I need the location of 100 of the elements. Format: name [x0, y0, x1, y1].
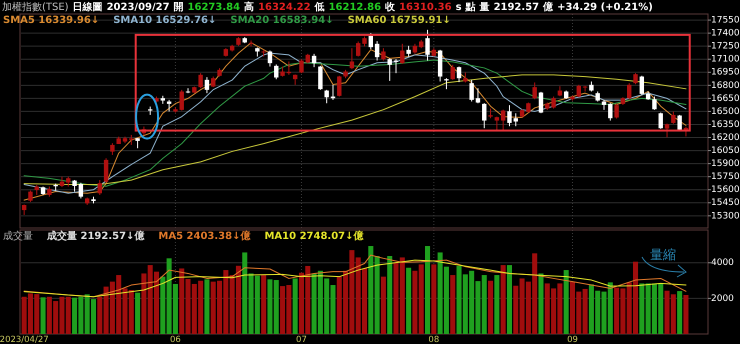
text: 高	[244, 1, 254, 13]
y-tick-label: 16500	[711, 106, 740, 117]
candlestick	[110, 142, 115, 156]
candlestick	[324, 89, 329, 104]
candlestick	[98, 179, 102, 196]
text: 16310.36	[399, 2, 452, 13]
candlestick	[633, 72, 638, 85]
x-tick-label: 09	[567, 335, 578, 344]
candlestick	[425, 29, 430, 62]
bar	[488, 280, 494, 334]
candlestick	[658, 112, 663, 130]
bar	[538, 273, 544, 334]
candlestick	[204, 76, 210, 94]
y-tick-label: 16650	[711, 94, 740, 104]
text: 16273.84	[188, 2, 240, 13]
text: 日線圖	[72, 1, 103, 13]
candlestick	[318, 65, 323, 90]
text: 收	[385, 1, 396, 13]
x-tick-label: 06	[170, 335, 181, 344]
candlestick	[381, 48, 386, 62]
y-tick-label: 16050	[711, 146, 740, 156]
x-tick-label: 07	[296, 335, 307, 344]
y-tick-label: 17250	[711, 42, 740, 52]
chart-title: 成交量	[3, 230, 33, 242]
candlestick	[444, 78, 449, 90]
candlestick	[166, 99, 172, 112]
candlestick	[28, 190, 33, 202]
candlestick	[66, 176, 70, 188]
text: 16324.22	[258, 2, 311, 13]
bar	[494, 275, 500, 334]
text: 量	[478, 1, 490, 13]
candlestick	[576, 84, 581, 98]
bar	[425, 246, 430, 334]
candlestick	[640, 75, 644, 96]
candlestick	[627, 82, 632, 100]
candlestick	[608, 102, 613, 122]
text: 點	[464, 1, 476, 13]
candlestick	[551, 96, 556, 110]
bar	[500, 265, 506, 334]
candlestick	[388, 58, 392, 82]
y-tick-label: 17550	[711, 16, 740, 26]
bar	[292, 278, 298, 334]
bar	[564, 270, 569, 334]
bar	[677, 291, 682, 334]
candlestick	[198, 72, 203, 89]
candlestick	[350, 48, 354, 70]
candlestick	[602, 99, 606, 110]
y-tick-label: 15450	[711, 198, 740, 208]
candlestick	[652, 96, 657, 110]
text: SMA10 16529.76↓	[113, 15, 216, 26]
bar	[135, 292, 140, 334]
y-tick-label: 16800	[711, 80, 740, 91]
text: SMA60 16759.91↓	[348, 15, 451, 26]
text: 2023/09/27	[106, 2, 170, 13]
text: 成交量 2192.57↓億	[46, 230, 146, 242]
candlestick	[299, 58, 304, 74]
candlestick	[368, 32, 374, 50]
candlestick	[671, 111, 676, 124]
y-tick-label: 16350	[711, 120, 740, 130]
candlestick	[180, 89, 184, 112]
bar	[380, 276, 386, 334]
candlestick	[406, 45, 411, 58]
candlestick	[362, 36, 367, 47]
candlestick	[374, 40, 380, 62]
candlestick	[538, 91, 544, 114]
candlestick	[255, 46, 260, 58]
candlestick	[211, 76, 216, 88]
text: SMA20 16583.94↓	[230, 15, 334, 26]
candlestick	[400, 43, 405, 64]
text: 開	[174, 1, 184, 13]
candlestick	[463, 72, 468, 83]
text: s	[456, 2, 462, 13]
bar	[40, 297, 46, 334]
candlestick	[22, 204, 26, 216]
candlestick	[494, 116, 500, 132]
candlestick	[292, 74, 298, 86]
y-tick-label: 4000	[711, 258, 734, 268]
bar	[450, 275, 456, 334]
annotation: 量縮	[650, 248, 676, 263]
candlestick	[595, 91, 600, 102]
candlestick	[47, 186, 52, 198]
bar	[506, 265, 512, 334]
text: 低	[314, 1, 325, 13]
candlestick	[500, 109, 506, 132]
candlestick	[394, 58, 398, 74]
text: 加權指數(TSE)	[2, 1, 69, 13]
candlestick	[135, 138, 140, 149]
bar	[431, 264, 436, 334]
y-tick-label: 16200	[711, 132, 740, 143]
text: +34.29 (+0.21%)	[557, 2, 653, 13]
candlestick	[450, 64, 455, 80]
candlestick	[356, 40, 360, 58]
candlestick	[456, 66, 462, 83]
candlestick	[60, 176, 64, 188]
y-tick-label: 15750	[711, 172, 740, 182]
candlestick	[337, 75, 342, 98]
text: 16212.86	[328, 2, 382, 13]
candlestick	[558, 86, 562, 97]
y-tick-label: 15900	[711, 159, 740, 170]
candlestick	[412, 43, 418, 54]
